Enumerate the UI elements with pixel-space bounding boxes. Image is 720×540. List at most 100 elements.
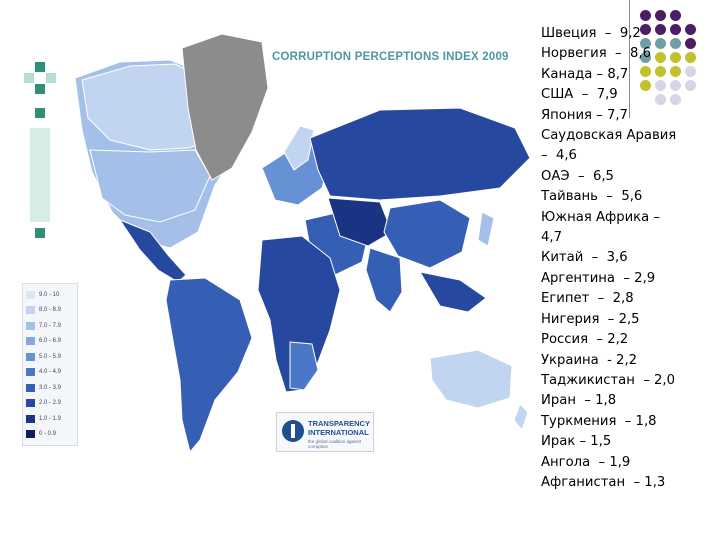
legend-label: 3.0 - 3.9 bbox=[39, 384, 62, 391]
ti-logo-tagline: the global coalition against corruption bbox=[308, 439, 362, 449]
rating-line: ОАЭ – 6,5 bbox=[541, 168, 614, 184]
decor-dot bbox=[655, 66, 666, 77]
decor-dot bbox=[685, 80, 696, 91]
decor-cross-5 bbox=[35, 108, 45, 118]
rating-line: Канада – 8,7 bbox=[541, 66, 629, 82]
cpi-map-image: CORRUPTION PERCEPTIONS INDEX 2009 9.0 - … bbox=[22, 33, 531, 454]
rating-line: Туркмения – 1,8 bbox=[541, 413, 657, 429]
decor-cross-3 bbox=[46, 73, 56, 83]
rating-line: США – 7,9 bbox=[541, 87, 618, 103]
decor-dot bbox=[640, 24, 651, 35]
rating-line: Япония – 7,7 bbox=[541, 107, 628, 123]
map-legend: 9.0 - 10 8.0 - 8.9 7.0 - 7.9 6.0 - 6.9 5.0 -… bbox=[22, 283, 78, 446]
decor-cross-2 bbox=[24, 73, 34, 83]
rating-line: Афганистан – 1,3 bbox=[541, 474, 666, 490]
decor-cross-6 bbox=[35, 228, 45, 238]
legend-label: 4.0 - 4.9 bbox=[39, 369, 62, 376]
china-region bbox=[383, 199, 471, 269]
decor-dot bbox=[670, 66, 681, 77]
greenland-region bbox=[181, 33, 269, 181]
legend-row: 1.0 - 1.9 bbox=[26, 411, 74, 427]
legend-row: 5.0 - 5.9 bbox=[26, 349, 74, 365]
legend-swatch bbox=[26, 321, 35, 330]
decor-dot bbox=[685, 38, 696, 49]
decor-dot bbox=[655, 38, 666, 49]
decor-dot bbox=[640, 66, 651, 77]
legend-row: 8.0 - 8.9 bbox=[26, 303, 74, 319]
legend-label: 6.0 - 6.9 bbox=[39, 338, 62, 345]
legend-swatch bbox=[26, 399, 35, 408]
rating-line: Ангола – 1,9 bbox=[541, 454, 631, 470]
decor-dot-grid bbox=[638, 10, 718, 110]
southeast-asia-region bbox=[419, 271, 487, 313]
legend-swatch bbox=[26, 414, 35, 423]
decor-dot bbox=[640, 80, 651, 91]
legend-label: 1.0 - 1.9 bbox=[39, 415, 62, 422]
decor-dot bbox=[655, 52, 666, 63]
decor-dot bbox=[640, 38, 651, 49]
new-zealand-region bbox=[513, 403, 529, 432]
legend-swatch bbox=[26, 368, 35, 377]
rating-line: Иран – 1,8 bbox=[541, 393, 617, 409]
rating-line: Россия – 2,2 bbox=[541, 332, 629, 348]
rating-line: Саудовская Аравия bbox=[541, 128, 677, 144]
scandinavia-region bbox=[283, 125, 315, 171]
ti-logo-line2: INTERNATIONAL bbox=[308, 428, 369, 437]
legend-row: 7.0 - 7.9 bbox=[26, 318, 74, 334]
country-ratings-list: Швеция – 9,2 Норвегия – 8,6 Канада – 8,7 СШ… bbox=[541, 24, 717, 493]
decor-dot bbox=[670, 94, 681, 105]
south-america-region bbox=[165, 277, 253, 454]
india-region bbox=[365, 247, 403, 313]
rating-line: Южная Африка – bbox=[541, 209, 661, 225]
rating-line: Тайвань – 5,6 bbox=[541, 189, 643, 205]
decor-dot bbox=[640, 10, 651, 21]
decor-cross-4 bbox=[35, 84, 45, 94]
decor-dot bbox=[670, 24, 681, 35]
legend-label: 7.0 - 7.9 bbox=[39, 322, 62, 329]
legend-label: 9.0 - 10 bbox=[39, 291, 60, 298]
usa-region bbox=[89, 149, 211, 223]
transparency-international-logo: TRANSPARENCY INTERNATIONAL the global co… bbox=[276, 412, 374, 452]
decor-dot bbox=[670, 52, 681, 63]
rating-line: Украина - 2,2 bbox=[541, 352, 638, 368]
australia-region bbox=[429, 349, 513, 409]
world-map bbox=[74, 33, 531, 454]
legend-label: 0 - 0.9 bbox=[39, 431, 57, 438]
decor-dot bbox=[685, 24, 696, 35]
decor-dot bbox=[685, 66, 696, 77]
legend-row: 2.0 - 2.9 bbox=[26, 396, 74, 412]
legend-row: 9.0 - 10 bbox=[26, 287, 74, 303]
legend-swatch bbox=[26, 306, 35, 315]
legend-label: 8.0 - 8.9 bbox=[39, 307, 62, 314]
rating-line: Таджикистан – 2,0 bbox=[541, 372, 676, 388]
legend-swatch bbox=[26, 337, 35, 346]
legend-row: 4.0 - 4.9 bbox=[26, 365, 74, 381]
rating-line: Египет – 2,8 bbox=[541, 291, 634, 307]
russia-region bbox=[309, 107, 531, 201]
legend-row: 6.0 - 6.9 bbox=[26, 334, 74, 350]
legend-swatch bbox=[26, 383, 35, 392]
decor-dot bbox=[685, 52, 696, 63]
rating-line: Аргентина – 2,9 bbox=[541, 270, 656, 286]
decor-dot bbox=[655, 24, 666, 35]
legend-row: 0 - 0.9 bbox=[26, 427, 74, 443]
decor-dot bbox=[655, 94, 666, 105]
legend-swatch bbox=[26, 290, 35, 299]
decor-dot bbox=[640, 52, 651, 63]
rating-line: – 4,6 bbox=[541, 148, 577, 164]
decor-strip bbox=[30, 128, 50, 222]
rating-line: 4,7 bbox=[541, 230, 562, 246]
central-america-region bbox=[118, 218, 187, 283]
ti-logo-line1: TRANSPARENCY bbox=[308, 419, 370, 428]
rating-line: Нигерия – 2,5 bbox=[541, 311, 640, 327]
ti-logo-icon bbox=[282, 420, 304, 442]
rating-line: Норвегия – 8,6 bbox=[541, 46, 652, 62]
rating-line: Ирак – 1,5 bbox=[541, 434, 612, 450]
decor-cross-1 bbox=[35, 62, 45, 72]
rating-line: Китай – 3,6 bbox=[541, 250, 628, 266]
decor-dot bbox=[670, 38, 681, 49]
legend-row: 3.0 - 3.9 bbox=[26, 380, 74, 396]
legend-label: 5.0 - 5.9 bbox=[39, 353, 62, 360]
decor-vertical-line bbox=[629, 0, 630, 118]
map-title: CORRUPTION PERCEPTIONS INDEX 2009 bbox=[272, 51, 509, 63]
